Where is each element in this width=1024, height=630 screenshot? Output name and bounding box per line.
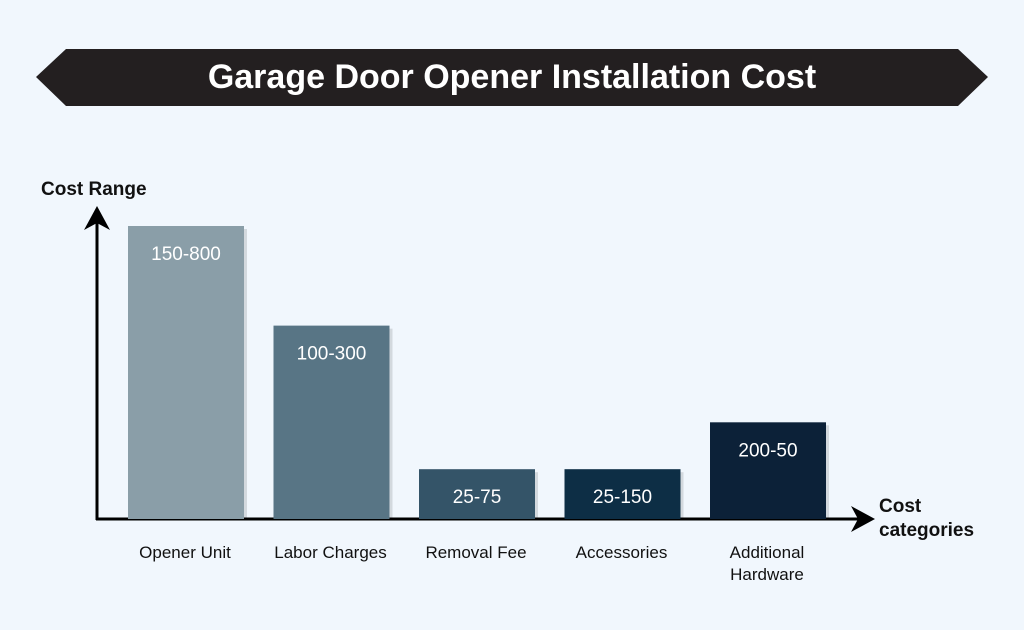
title-banner: [36, 49, 988, 106]
chart-title: Garage Door Opener Installation Cost: [208, 58, 816, 96]
category-label: Removal Fee: [425, 543, 526, 562]
bar-opener-unit: [128, 226, 244, 519]
bars: [128, 226, 829, 519]
bar-accessories: [564, 469, 681, 519]
x-axis-title: Cost categories: [879, 496, 974, 541]
bar-labor-charges: [273, 325, 390, 519]
y-axis-arrow-icon: [84, 206, 110, 230]
category-label: Accessories: [576, 543, 668, 562]
category-label: Labor Charges: [274, 543, 386, 562]
category-labels: Opener Unit Labor Charges Removal Fee Acces…: [139, 543, 804, 584]
category-label: Additional Hardware: [730, 543, 805, 584]
bar-value-labels: 150-800 100-300 25-75 25-150 200-50: [151, 244, 797, 508]
bar-value-label: 200-50: [738, 440, 797, 461]
category-label: Opener Unit: [139, 543, 231, 562]
bar-value-label: 25-150: [593, 487, 652, 508]
bar-value-label: 150-800: [151, 244, 221, 265]
bar-additional-hardware: [710, 422, 826, 519]
bar-value-label: 25-75: [453, 487, 502, 508]
bar-value-label: 100-300: [297, 344, 367, 365]
y-axis-title: Cost Range: [41, 179, 147, 200]
bar-removal-fee: [419, 469, 535, 519]
x-axis-arrow-icon: [851, 506, 875, 532]
